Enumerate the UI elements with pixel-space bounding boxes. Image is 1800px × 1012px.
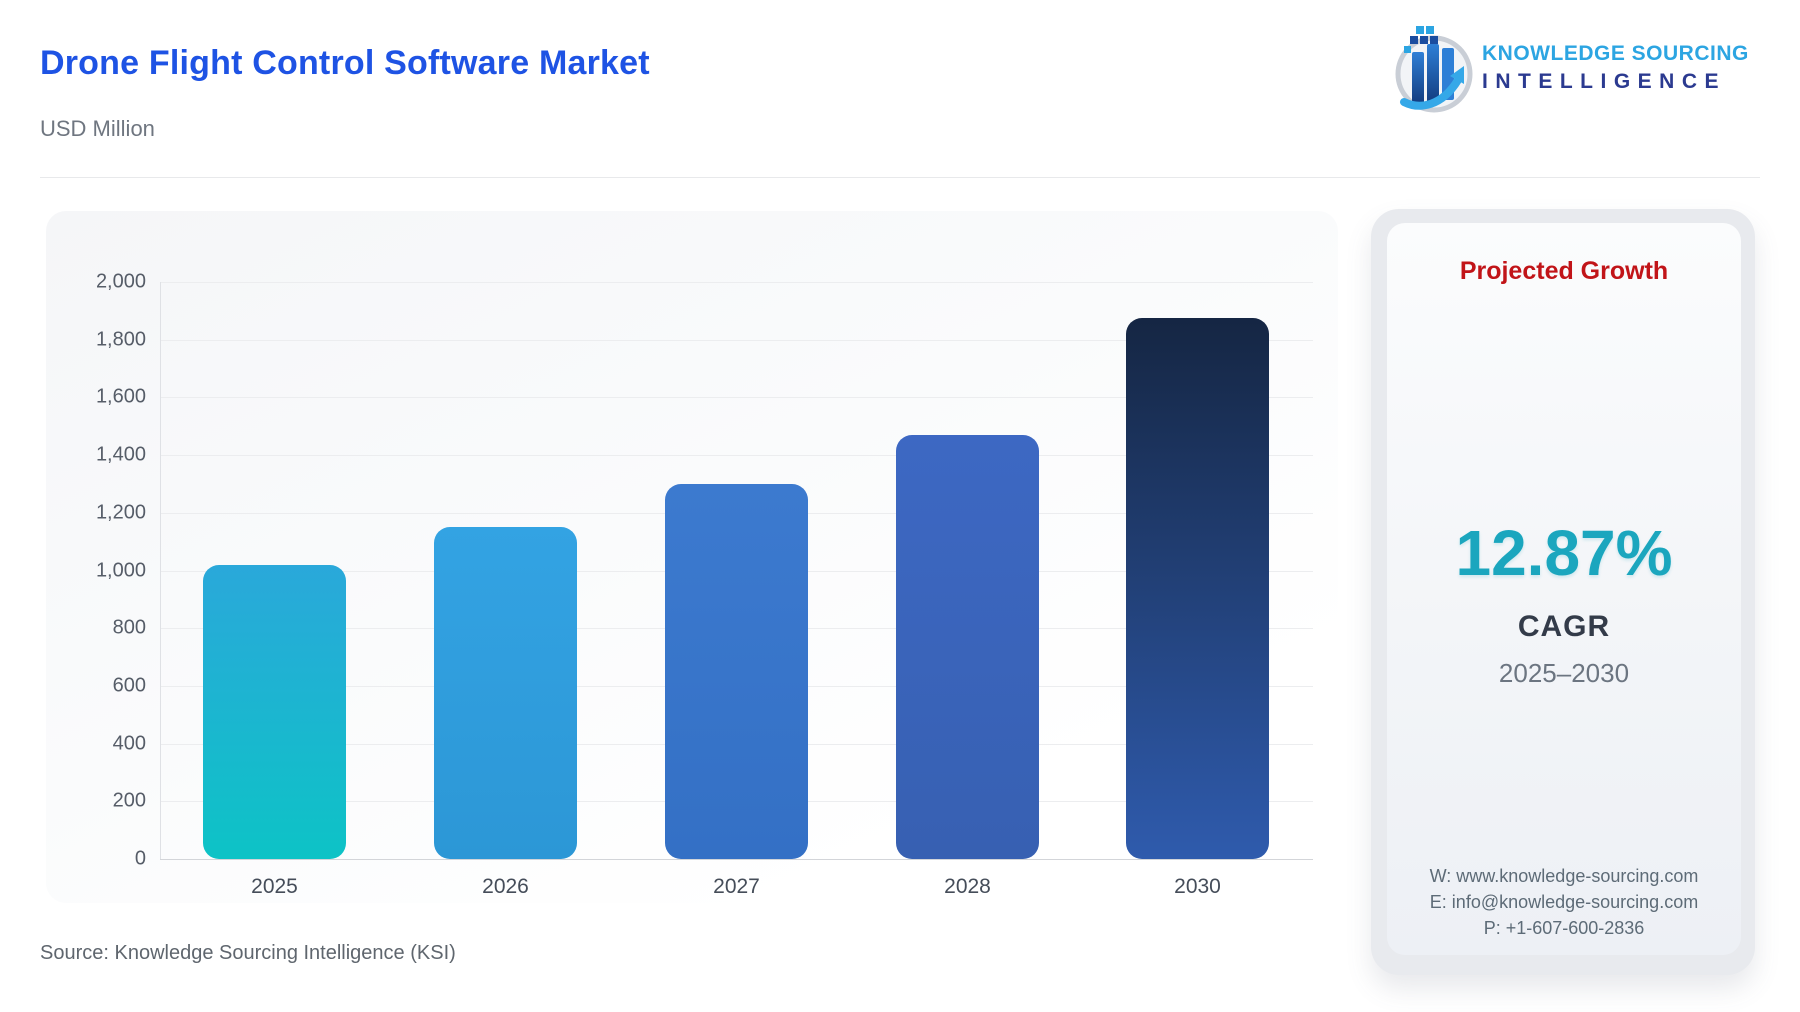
y-axis-tick-label: 200 [112,789,146,812]
chart-unit-label: USD Million [40,116,155,141]
logo-wordmark-bottom: INTELLIGENCE [1482,70,1727,93]
y-axis-tick-label: 800 [112,616,146,639]
cagr-value: 12.87% [1455,517,1673,589]
bar-2028 [896,434,1039,859]
x-axis-tick-label: 2027 [713,875,760,898]
cagr-period: 2025–2030 [1498,658,1630,688]
bar-2030 [1126,318,1269,859]
bar-chart: 0 200 400 600 800 1,000 1,200 1,400 1,600 1,800 2,… [46,211,1338,903]
y-axis-tick-label: 600 [112,674,146,697]
y-axis-tick-label: 2,000 [95,270,146,293]
y-axis-line [160,282,161,859]
y-axis-tick-label: 1,200 [95,501,146,524]
ksi-logo: KNOWLEDGE SOURCING INTELLIGENCE [1390,16,1760,116]
contact-website: W: www.knowledge-sourcing.com [1429,866,1699,886]
gridline [160,455,1313,457]
y-axis-tick-label: 1,600 [95,385,146,408]
x-axis-tick-label: 2028 [944,875,991,898]
contact-email: E: info@knowledge-sourcing.com [1429,892,1699,912]
gridline [160,859,1313,860]
panel-title: Projected Growth [1459,257,1669,285]
gridline [160,282,1313,283]
y-axis-tick-label: 1,400 [95,443,146,466]
projected-growth-panel: Projected Growth 12.87% CAGR 2025–2030 W… [1371,209,1755,975]
y-axis-tick-label: 1,000 [95,559,146,581]
page-title: Drone Flight Control Software Market [40,44,650,82]
contact-phone: P: +1-607-600-2836 [1483,918,1645,938]
x-axis-tick-label: 2030 [1174,875,1221,898]
bar-2027 [665,483,808,859]
contact-block: W: www.knowledge-sourcing.com E: info@kn… [1387,863,1741,941]
projected-growth-card: Projected Growth 12.87% CAGR 2025–2030 W… [1387,223,1741,955]
logo-wordmark-top: KNOWLEDGE SOURCING [1482,42,1749,65]
cagr-label: CAGR [1517,610,1611,643]
y-axis-tick-label: 0 [134,847,146,870]
header-divider [40,177,1760,178]
gridline [160,397,1313,399]
source-attribution: Source: Knowledge Sourcing Intelligence … [40,942,456,964]
gridline [160,339,1313,341]
y-axis-tick-label: 1,800 [95,328,146,351]
x-axis-tick-label: 2025 [251,875,298,898]
x-axis-tick-label: 2026 [482,875,529,898]
ksi-logo-icon [1395,26,1473,113]
bar-2025 [203,564,346,859]
bar-2026 [434,527,577,859]
y-axis-tick-label: 400 [112,732,146,755]
